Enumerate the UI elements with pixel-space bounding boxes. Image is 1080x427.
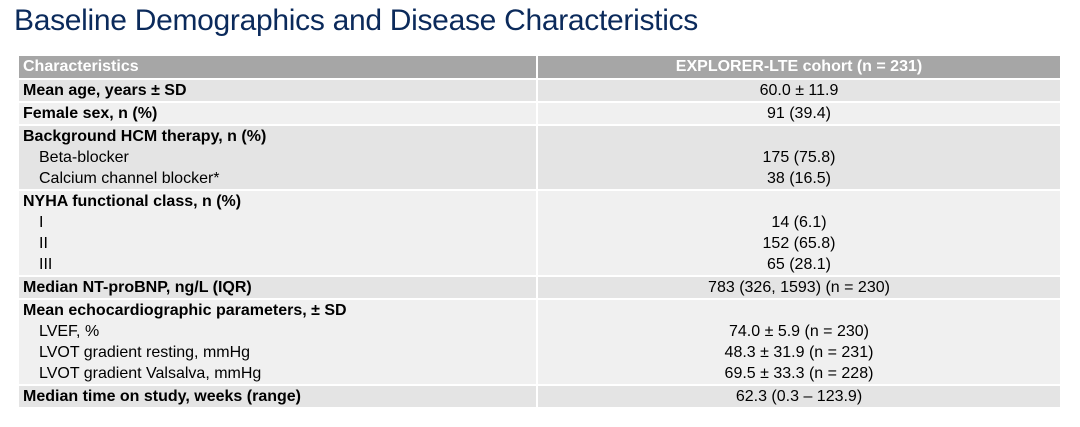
- row-label-cell: Background HCM therapy, n (%): [19, 125, 538, 147]
- slide-title: Baseline Demographics and Disease Charac…: [14, 4, 698, 37]
- row-value: 74.0 ± 5.9 (n = 230): [537, 321, 1060, 342]
- table-row: Median time on study, weeks (range) 62.3 …: [19, 385, 1060, 409]
- row-label: Mean echocardiographic parameters, ± SD: [23, 302, 347, 319]
- table-row: Mean echocardiographic parameters, ± SD: [19, 299, 1060, 321]
- table-row: II 152 (65.8): [19, 233, 1060, 254]
- row-label: Mean age, years ± SD: [23, 82, 187, 99]
- row-value: 14 (6.1): [537, 212, 1060, 233]
- table-row: III 65 (28.1): [19, 254, 1060, 277]
- table-row: Calcium channel blocker* 38 (16.5): [19, 168, 1060, 191]
- table-row: NYHA functional class, n (%): [19, 190, 1060, 212]
- row-label-cell: Median NT-proBNP, ng/L (IQR): [19, 276, 538, 300]
- row-label-cell: Beta-blocker: [19, 147, 538, 168]
- row-label: LVOT gradient resting, mmHg: [39, 344, 251, 361]
- row-label: Median time on study, weeks (range): [23, 388, 301, 405]
- row-label-cell: LVOT gradient resting, mmHg: [19, 342, 538, 363]
- row-label-cell: NYHA functional class, n (%): [19, 190, 538, 212]
- row-label-cell: I: [19, 212, 538, 233]
- row-value: 60.0 ± 11.9: [537, 79, 1060, 103]
- table-row: LVEF, % 74.0 ± 5.9 (n = 230): [19, 321, 1060, 342]
- row-label: III: [39, 256, 53, 273]
- table-row: Background HCM therapy, n (%): [19, 125, 1060, 147]
- row-value: 152 (65.8): [537, 233, 1060, 254]
- header-characteristics: Characteristics: [19, 56, 538, 80]
- row-label: II: [39, 235, 48, 252]
- demographics-table: Characteristics EXPLORER-LTE cohort (n =…: [19, 56, 1060, 409]
- row-value: [537, 190, 1060, 212]
- row-label: Background HCM therapy, n (%): [23, 128, 267, 145]
- table-row: LVOT gradient Valsalva, mmHg 69.5 ± 33.3 …: [19, 363, 1060, 386]
- row-label-cell: Mean echocardiographic parameters, ± SD: [19, 299, 538, 321]
- table-header-row: Characteristics EXPLORER-LTE cohort (n =…: [19, 56, 1060, 80]
- header-cohort: EXPLORER-LTE cohort (n = 231): [537, 56, 1060, 80]
- row-value: 38 (16.5): [537, 168, 1060, 191]
- row-value: [537, 125, 1060, 147]
- table-row: Female sex, n (%) 91 (39.4): [19, 102, 1060, 126]
- row-value: 69.5 ± 33.3 (n = 228): [537, 363, 1060, 386]
- row-label-cell: LVEF, %: [19, 321, 538, 342]
- row-label: Median NT-proBNP, ng/L (IQR): [23, 279, 252, 296]
- row-value: 48.3 ± 31.9 (n = 231): [537, 342, 1060, 363]
- table-row: Median NT-proBNP, ng/L (IQR) 783 (326, 15…: [19, 276, 1060, 300]
- row-label-cell: Calcium channel blocker*: [19, 168, 538, 191]
- row-value: [537, 299, 1060, 321]
- row-label-cell: Female sex, n (%): [19, 102, 538, 126]
- row-label: NYHA functional class, n (%): [23, 193, 242, 210]
- row-label-cell: LVOT gradient Valsalva, mmHg: [19, 363, 538, 386]
- row-label: I: [39, 214, 44, 231]
- table-row: Beta-blocker 175 (75.8): [19, 147, 1060, 168]
- row-label-cell: Median time on study, weeks (range): [19, 385, 538, 409]
- table-row: LVOT gradient resting, mmHg 48.3 ± 31.9 (…: [19, 342, 1060, 363]
- table-row: Mean age, years ± SD 60.0 ± 11.9: [19, 79, 1060, 103]
- row-label: LVOT gradient Valsalva, mmHg: [39, 365, 262, 382]
- table-row: I 14 (6.1): [19, 212, 1060, 233]
- row-label: LVEF, %: [39, 323, 100, 340]
- row-label: Female sex, n (%): [23, 105, 158, 122]
- row-label: Calcium channel blocker*: [39, 170, 220, 187]
- row-value: 62.3 (0.3 – 123.9): [537, 385, 1060, 409]
- row-label-cell: III: [19, 254, 538, 277]
- row-label-cell: Mean age, years ± SD: [19, 79, 538, 103]
- row-value: 91 (39.4): [537, 102, 1060, 126]
- row-value: 783 (326, 1593) (n = 230): [537, 276, 1060, 300]
- row-value: 175 (75.8): [537, 147, 1060, 168]
- row-label-cell: II: [19, 233, 538, 254]
- row-value: 65 (28.1): [537, 254, 1060, 277]
- row-label: Beta-blocker: [39, 149, 129, 166]
